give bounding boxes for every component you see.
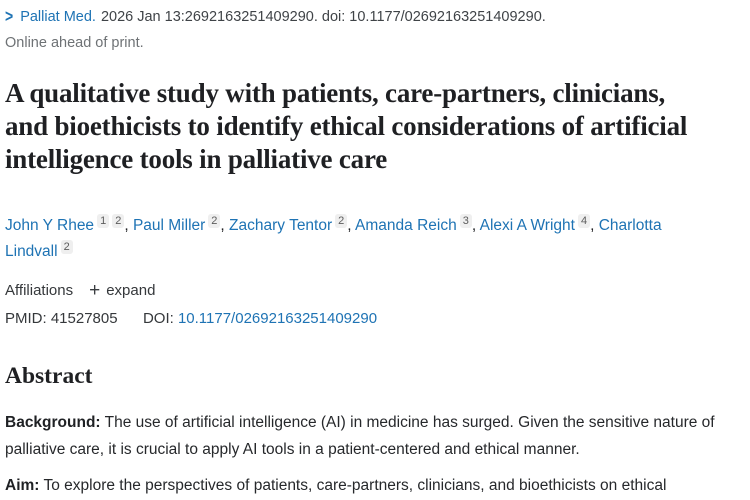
paragraph-text: The use of artificial intelligence (AI) … — [5, 414, 715, 458]
citation-text: Palliat Med. 2026 Jan 13:2692163251409290… — [20, 7, 546, 28]
author-entry: Zachary Tentor 2, — [229, 213, 356, 234]
abstract-heading: Abstract — [5, 363, 93, 389]
citation-details: 2026 Jan 13:2692163251409290. doi: 10.11… — [100, 9, 546, 25]
author-affiliation-badge[interactable]: 2 — [335, 213, 348, 228]
authors-list: John Y Rhee 1 2, Paul Miller 2, Zachary Ten… — [5, 213, 695, 265]
author-affiliation-badge[interactable]: 2 — [208, 213, 221, 228]
author-link[interactable]: Paul Miller — [132, 217, 206, 234]
author-affiliation-badge[interactable]: 3 — [459, 213, 472, 228]
abstract-paragraph: Background: The use of artificial intell… — [5, 409, 736, 463]
abstract-paragraph: Aim: To explore the perspectives of pati… — [5, 472, 736, 500]
paragraph-label: Aim: — [5, 477, 40, 494]
paragraph-text: To explore the perspectives of patients,… — [43, 477, 667, 494]
author-entry: John Y Rhee 1 2, — [5, 213, 133, 234]
doi-link[interactable]: 10.1177/02692163251409290 — [177, 310, 378, 327]
affiliations-row: Affiliations + expand — [5, 279, 736, 301]
author-link[interactable]: Zachary Tentor — [229, 217, 333, 234]
expand-label: expand — [106, 282, 156, 299]
author-entry: Charlotta Lindvall 2 — [5, 217, 662, 260]
author-affiliation-badge[interactable]: 4 — [577, 213, 591, 228]
author-affiliation-badge[interactable]: 2 — [112, 213, 125, 228]
chevron-right-icon: > — [5, 5, 14, 26]
author-link[interactable]: Charlotta Lindvall — [5, 217, 662, 260]
pmid-label: PMID: — [5, 310, 47, 327]
pmid-value: 41527805 — [50, 310, 118, 327]
abstract-body: Background: The use of artificial intell… — [5, 409, 736, 500]
doi-label: DOI: — [142, 310, 174, 327]
author-entry: Paul Miller 2, — [132, 213, 230, 234]
author-link[interactable]: Amanda Reich — [355, 217, 457, 234]
online-ahead-of-print-status: Online ahead of print. — [5, 35, 144, 51]
author-affiliation-badge[interactable]: 2 — [60, 239, 73, 254]
journal-link[interactable]: Palliat Med. — [20, 9, 96, 25]
paragraph-label: Background: — [5, 414, 101, 431]
author-entry: Amanda Reich 3, — [355, 213, 480, 234]
article-title: A qualitative study with patients, care-… — [5, 78, 688, 174]
author-affiliation-badge[interactable]: 1 — [97, 213, 110, 228]
author-link[interactable]: John Y Rhee — [5, 217, 95, 234]
plus-icon: + — [89, 279, 101, 301]
author-link[interactable]: Alexi A Wright — [479, 217, 575, 234]
author-entry: Alexi A Wright 4, — [479, 213, 599, 234]
citation-bar: > Palliat Med. 2026 Jan 13:26921632514092… — [5, 6, 736, 28]
identifiers-row: PMID: 41527805 DOI: 10.1177/026921632514… — [5, 310, 736, 327]
affiliations-expand-button[interactable]: + expand — [89, 279, 156, 301]
affiliations-label: Affiliations — [5, 282, 74, 299]
